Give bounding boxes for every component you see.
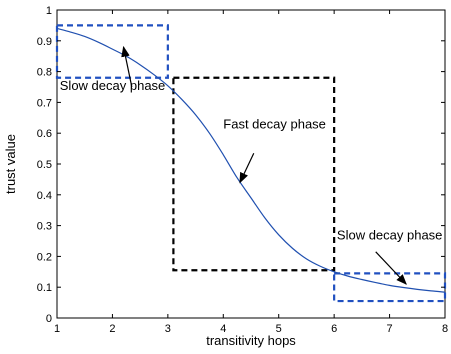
x-tick-label: 5 (276, 323, 282, 335)
x-axis-label: transitivity hops (206, 333, 296, 348)
y-axis-label: trust value (3, 134, 18, 194)
x-tick-label: 2 (109, 323, 115, 335)
phase-region-box (333, 272, 447, 303)
y-tick-label: 0.8 (37, 67, 52, 79)
x-tick-label: 8 (442, 323, 448, 335)
y-tick-label: 0.9 (37, 36, 52, 48)
annotations: Slow decay phase Fast decay phase Slow dec… (60, 45, 443, 285)
phase-regions (55, 24, 447, 303)
y-tick-label: 1 (46, 5, 52, 17)
x-tick-label: 3 (165, 323, 171, 335)
y-axis-ticks: 0 0.1 0.2 0.3 0.4 0.5 0.6 0.7 0.8 0.9 1 (37, 5, 445, 325)
y-tick-label: 0.1 (37, 282, 52, 294)
phase-region-box (55, 24, 169, 79)
y-tick-label: 0.7 (37, 97, 52, 109)
annotation-label: Slow decay phase (337, 227, 443, 242)
annotation-label: Slow decay phase (60, 78, 166, 93)
plot-border (56, 9, 446, 319)
y-tick-label: 0.3 (37, 221, 52, 233)
phase-region-box (172, 76, 336, 272)
annotation-arrow (239, 152, 255, 184)
x-tick-label: 7 (387, 323, 393, 335)
plot-area (56, 9, 446, 319)
y-tick-label: 0.6 (37, 128, 52, 140)
annotation-arrow (121, 45, 133, 88)
x-tick-label: 1 (54, 323, 60, 335)
annotation-arrow (375, 251, 407, 285)
y-tick-label: 0.4 (37, 190, 52, 202)
annotation-label: Fast decay phase (223, 117, 326, 132)
y-tick-label: 0.2 (37, 251, 52, 263)
y-tick-label: 0 (46, 313, 52, 325)
x-tick-label: 6 (331, 323, 337, 335)
x-tick-label: 4 (220, 323, 226, 335)
x-axis-ticks: 1 2 3 4 5 6 7 8 (54, 10, 448, 335)
y-tick-label: 0.5 (37, 159, 52, 171)
